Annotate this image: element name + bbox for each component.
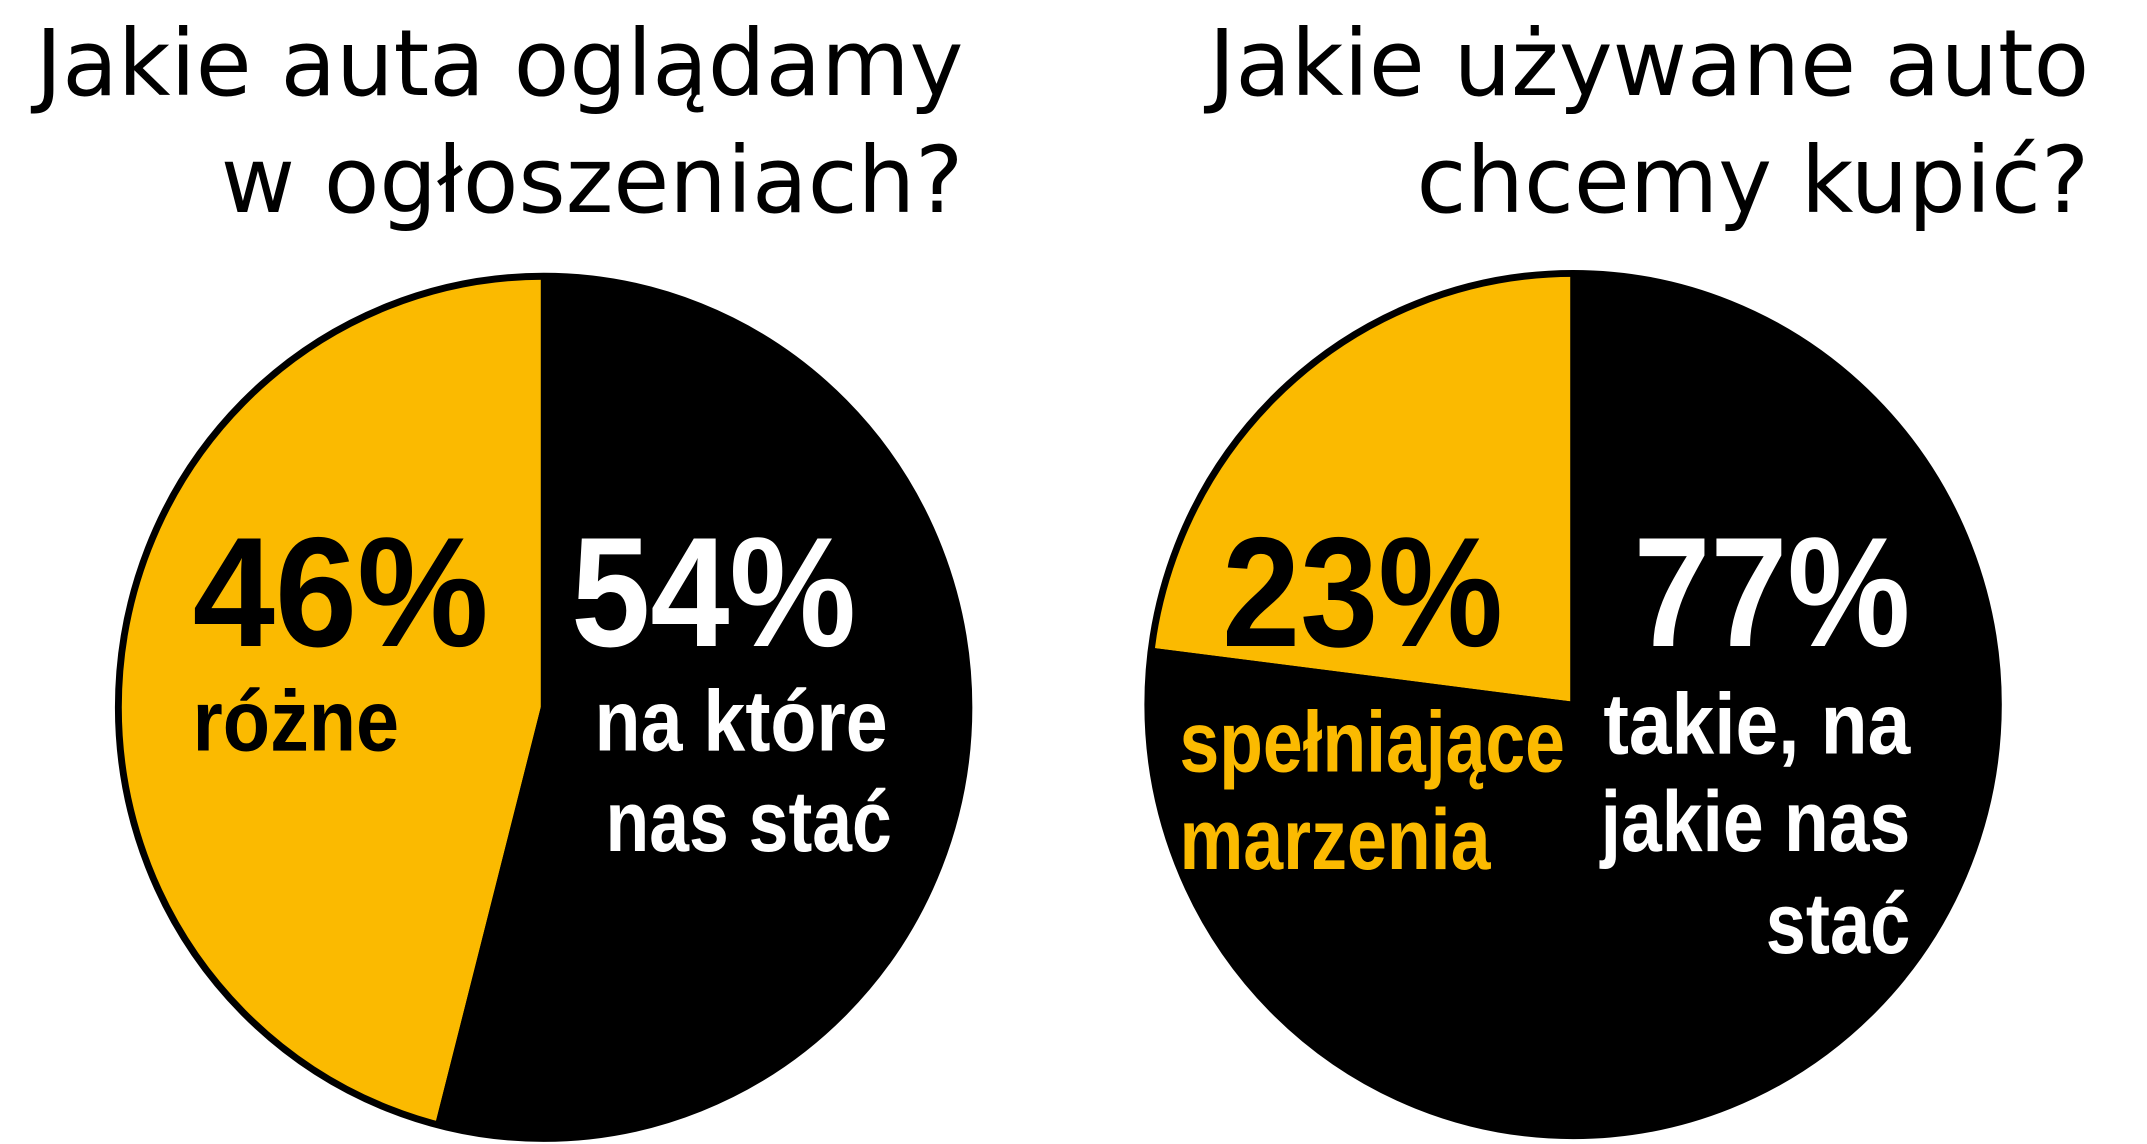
slice-category-label: różne [193,673,399,770]
pie-outline [114,272,973,1142]
slice-category-label: jakie nas [1599,774,1910,871]
chart-right-pie [1144,269,2002,1140]
slice-category-label: marzenia [1179,792,1491,889]
chart-right: Jakie używane auto chcemy kupić? 23% spe… [1144,9,2090,1140]
slice-category-label: stać [1766,875,1911,972]
chart-left-title-line2: w ogłoszeniach? [221,126,964,234]
chart-left-pie [114,272,973,1142]
slice-category-label: na które [595,673,888,770]
slice-value-label: 54% [571,505,856,679]
chart-left-title-line1: Jakie auta oglądamy [31,9,964,117]
slice-value-label: 77% [1634,505,1911,679]
slice-category-label: spełniające [1179,694,1564,791]
chart-right-title-line2: chcemy kupić? [1416,126,2089,234]
chart-left: Jakie auta oglądamy w ogłoszeniach? 46% … [31,9,973,1142]
slice-value-label: 23% [1222,505,1503,679]
slice-category-label: takie, na [1603,676,1911,773]
slice-category-label: nas stać [606,774,892,871]
pie-outline [1144,269,2002,1140]
slice-value-label: 46% [193,505,489,679]
chart-right-title-line1: Jakie używane auto [1204,9,2090,117]
